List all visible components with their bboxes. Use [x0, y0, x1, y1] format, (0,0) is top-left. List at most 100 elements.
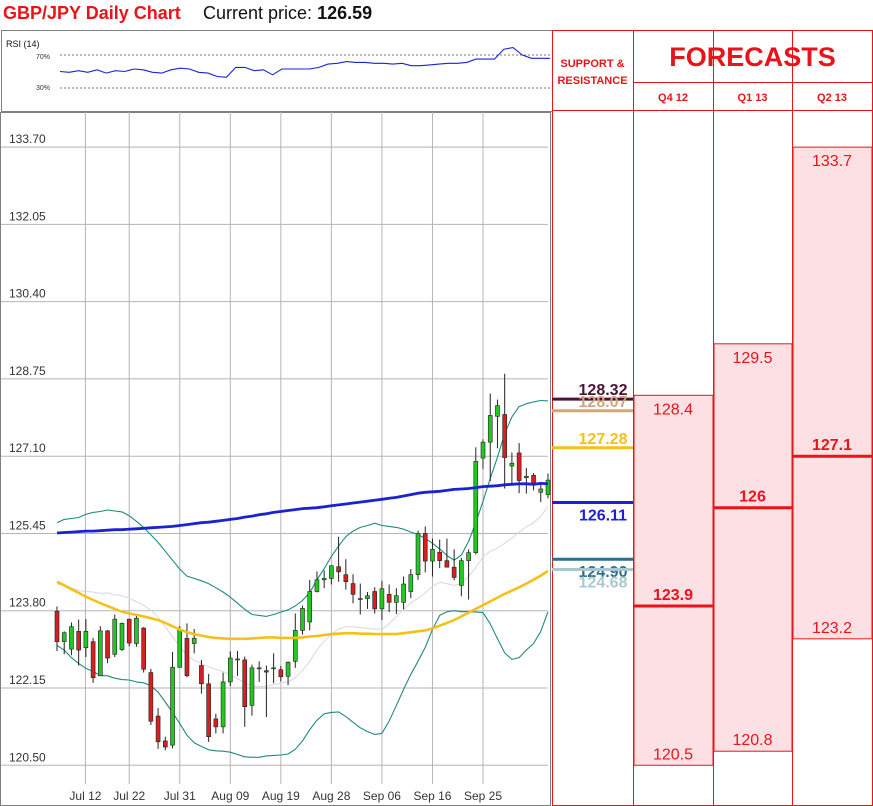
candle-body: [538, 488, 544, 493]
candle-body: [509, 462, 515, 467]
forecast-mid: 127.1: [812, 437, 852, 454]
forecast-mid: 123.9: [653, 587, 693, 604]
candle-body: [155, 715, 161, 743]
bollinger-lower-line: [56, 610, 549, 758]
sr-level-label: 128.32: [579, 382, 628, 399]
candle-body: [249, 667, 255, 706]
candle-body: [264, 670, 269, 673]
forecast-range-box: [713, 343, 793, 752]
y-tick-label: 127.10: [9, 441, 46, 455]
y-tick-label: 128.75: [9, 364, 46, 378]
forecast-range-box: [633, 394, 714, 766]
y-tick-label: 120.50: [9, 750, 46, 764]
candle-body: [350, 583, 356, 595]
candle-body: [76, 631, 81, 651]
forecast-low: 123.2: [812, 620, 852, 637]
candle-body: [321, 578, 327, 581]
x-tick-label: Sep 06: [363, 789, 401, 803]
sr-header-line1: SUPPORT &: [560, 58, 624, 70]
candle-body: [487, 415, 493, 443]
rsi-level-low: 30%: [36, 85, 50, 92]
candle-body: [545, 479, 551, 495]
candle-body: [524, 476, 529, 479]
price-chart: 133.70 132.05 130.40 128.75 127.10 125.45 123.…: [0, 112, 551, 806]
sr-level-label: 126.11: [579, 508, 627, 525]
candle-body: [242, 659, 248, 708]
forecast-range-box: [792, 146, 873, 640]
forecast-high: 133.7: [812, 153, 852, 170]
rsi-level-high: 70%: [36, 54, 50, 61]
candle-body: [459, 560, 464, 586]
candle-body: [473, 461, 479, 553]
candle-body: [191, 638, 197, 644]
price-label: Current price:: [203, 3, 313, 23]
candle-body: [343, 574, 349, 582]
forecast-mid: 126: [739, 489, 766, 506]
candle-body: [90, 641, 96, 678]
candle-body: [516, 452, 522, 481]
sr-level-label: 127.28: [579, 431, 628, 448]
candle-body: [401, 583, 406, 603]
rsi-panel: RSI (14) 70% 30%: [1, 30, 554, 112]
forecast-column-header: Q1 13: [738, 92, 768, 104]
forecast-title: FORECASTS: [669, 42, 836, 72]
sr-level-label: 124.68: [579, 575, 628, 592]
bollinger-mid-line: [56, 506, 549, 688]
rsi-line: [59, 47, 550, 78]
forecast-column-header: Q4 12: [658, 92, 688, 104]
candle-body: [235, 658, 240, 661]
candle-body: [444, 560, 450, 568]
candle-body: [69, 626, 74, 650]
candle-body: [480, 441, 486, 459]
forecast-low: 120.8: [732, 732, 772, 749]
candle-body: [415, 533, 421, 575]
candle-body: [112, 618, 118, 655]
candle-body: [466, 552, 471, 561]
forecast-column-header: Q2 13: [817, 92, 847, 104]
candle-body: [271, 667, 276, 670]
candle-body: [394, 595, 399, 603]
candle-body: [220, 681, 226, 728]
chart-frame: [0, 112, 551, 806]
forecast-low: 120.5: [653, 746, 693, 763]
candle-body: [365, 595, 370, 599]
candle-body: [430, 549, 435, 562]
candle-body: [495, 405, 500, 417]
candle-body: [386, 594, 392, 603]
y-tick-label: 123.80: [9, 596, 46, 610]
forecast-table: SUPPORT & RESISTANCE FORECASTS Q4 12 128.4 12…: [552, 30, 873, 806]
sr-header-line2: RESISTANCE: [557, 75, 627, 87]
candle-body: [437, 551, 442, 561]
moving-average-blue: [56, 481, 549, 535]
price-value: 126.59: [317, 3, 373, 23]
current-price: Current price: 126.59: [203, 3, 372, 24]
y-tick-label: 132.05: [9, 209, 46, 223]
candle-body: [105, 630, 110, 659]
candle-body: [314, 579, 320, 592]
candle-body: [256, 667, 262, 670]
candle-body: [329, 565, 334, 579]
candle-body: [336, 566, 341, 573]
candle-body: [98, 630, 103, 677]
candle-body: [184, 638, 190, 677]
x-tick-label: Aug 09: [211, 789, 249, 803]
candle-body: [531, 475, 536, 485]
y-tick-label: 122.15: [9, 673, 46, 687]
candle-body: [83, 631, 89, 649]
candle-body: [177, 629, 183, 668]
x-tick-label: Sep 16: [413, 789, 451, 803]
forecast-high: 128.4: [653, 401, 693, 418]
x-tick-label: Aug 19: [262, 789, 300, 803]
candle-body: [61, 632, 67, 642]
sr-level-label: 128.07: [579, 394, 628, 411]
chart-title: GBP/JPY Daily Chart: [3, 3, 181, 23]
moving-average-yellow: [56, 569, 549, 641]
candle-body: [372, 591, 378, 610]
candle-body: [502, 414, 507, 458]
candle-body: [278, 669, 284, 678]
bollinger-upper-line: [56, 399, 549, 617]
candle-body: [141, 627, 146, 670]
candle-body: [379, 588, 385, 610]
candle-body: [227, 657, 233, 683]
candle-body: [300, 608, 305, 631]
